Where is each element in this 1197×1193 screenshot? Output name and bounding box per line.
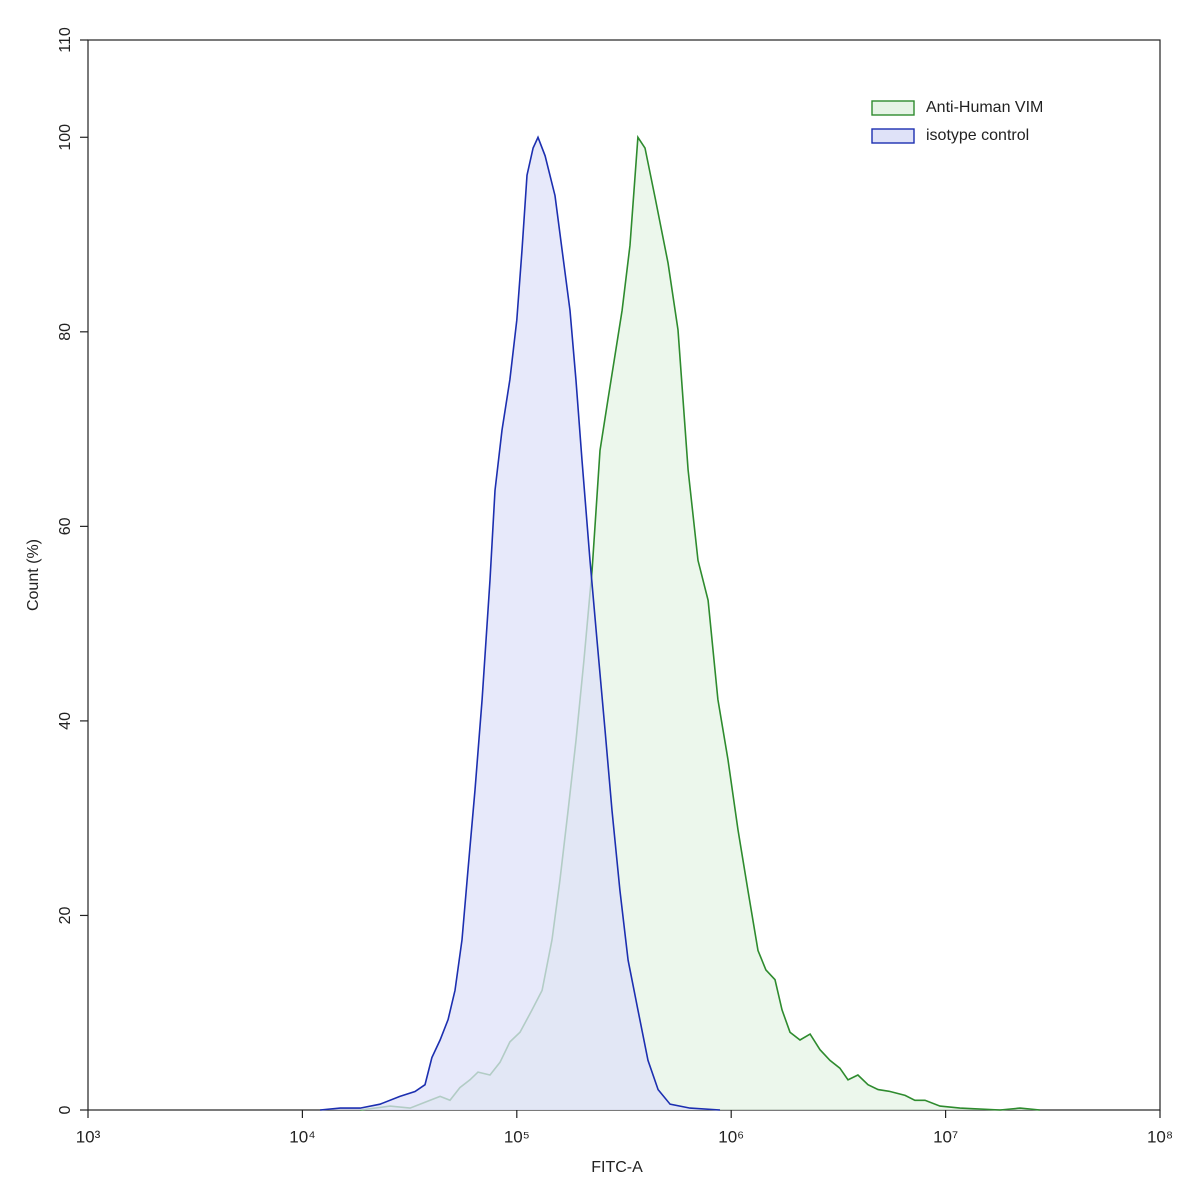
series-line <box>320 135 721 1111</box>
legend-label: Anti-Human VIM <box>926 99 1043 116</box>
y-tick-label: 100 <box>57 124 74 151</box>
y-tick-label: 0 <box>57 1105 74 1114</box>
y-tick-label: 20 <box>57 906 74 924</box>
legend-swatch <box>871 100 915 116</box>
y-tick-label: 110 <box>57 27 74 53</box>
x-tick-label: 10⁸ <box>1147 1127 1173 1146</box>
area-fill <box>320 137 720 1111</box>
area-fill <box>360 137 1040 1111</box>
legend-swatch <box>871 128 915 144</box>
legend-label: isotype control <box>926 127 1029 144</box>
x-tick-label: 10⁵ <box>504 1127 530 1146</box>
x-tick-label: 10⁶ <box>718 1127 744 1146</box>
x-tick-label: 10⁴ <box>289 1127 315 1146</box>
y-tick-label: 60 <box>57 517 74 535</box>
y-tick-label: 40 <box>57 712 74 730</box>
y-axis-label: Count (%) <box>25 539 42 611</box>
x-axis-label: FITC-A <box>591 1159 643 1176</box>
x-tick-label: 10⁷ <box>933 1127 958 1146</box>
y-tick-label: 80 <box>57 323 74 341</box>
x-tick-label: 10³ <box>76 1127 101 1146</box>
